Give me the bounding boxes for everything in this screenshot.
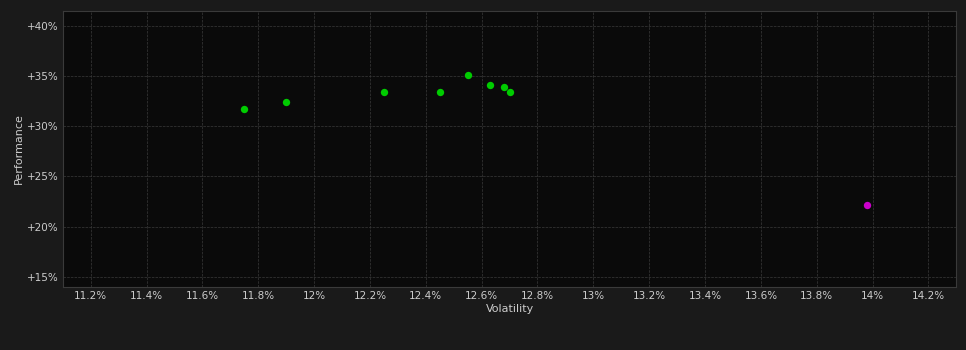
Point bbox=[237, 106, 252, 112]
X-axis label: Volatility: Volatility bbox=[486, 304, 533, 314]
Point bbox=[460, 72, 475, 78]
Y-axis label: Performance: Performance bbox=[14, 113, 24, 184]
Point bbox=[482, 82, 497, 88]
Point bbox=[432, 89, 447, 95]
Point bbox=[502, 89, 518, 95]
Point bbox=[278, 99, 294, 105]
Point bbox=[497, 84, 512, 90]
Point bbox=[860, 202, 875, 207]
Point bbox=[376, 89, 391, 95]
